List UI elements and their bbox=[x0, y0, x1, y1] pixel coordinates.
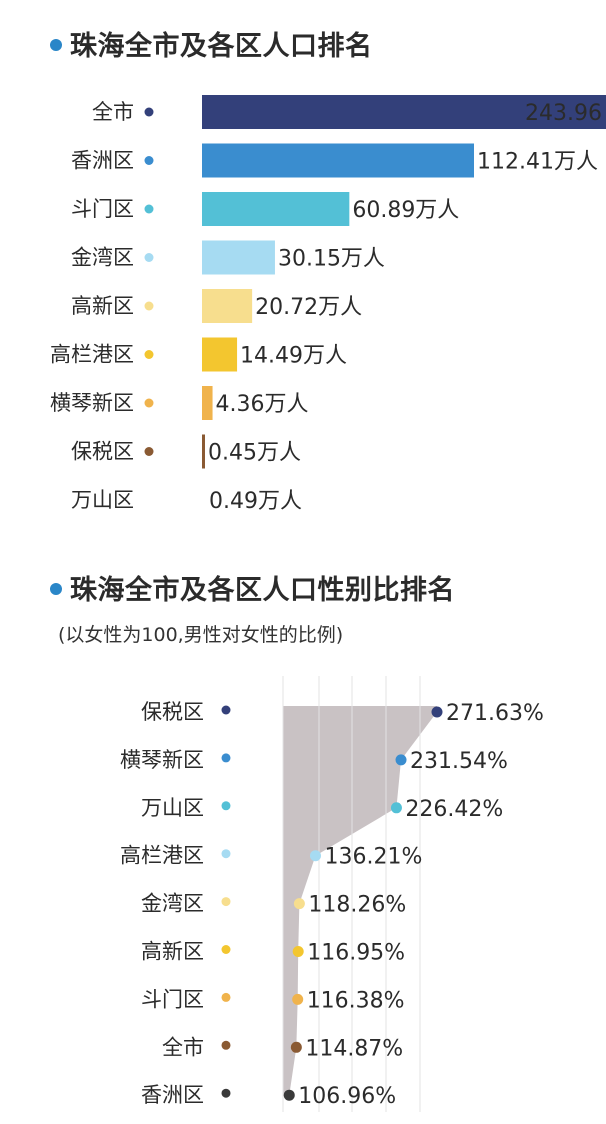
category-label: 万山区 bbox=[71, 488, 134, 512]
data-label: 4.36万人 bbox=[216, 392, 309, 417]
legend-dot-icon bbox=[144, 447, 154, 456]
data-label: 136.21% bbox=[324, 845, 422, 870]
data-point bbox=[283, 1089, 295, 1101]
data-label: 0.49万人 bbox=[209, 489, 302, 514]
bar-row: 高栏港区 14.49万人 bbox=[50, 337, 347, 372]
bar-row: 香洲区 112.41万人 bbox=[71, 143, 598, 178]
category-label: 斗门区 bbox=[141, 987, 204, 1011]
category-label: 香洲区 bbox=[71, 149, 134, 173]
chart2-subtitle: (以女性为100,男性对女性的比例) bbox=[58, 624, 344, 646]
legend-dot-icon bbox=[144, 495, 154, 505]
data-point bbox=[431, 706, 443, 718]
ratio-row: 保税区 271.63% bbox=[141, 700, 544, 726]
data-label: 118.26% bbox=[308, 893, 406, 918]
legend-dot-icon bbox=[221, 801, 231, 811]
ratio-row: 横琴新区 231.54% bbox=[120, 748, 508, 774]
bar bbox=[202, 289, 253, 323]
data-point bbox=[395, 754, 407, 766]
legend-dot-icon bbox=[221, 897, 231, 907]
data-point bbox=[290, 1041, 302, 1053]
bar bbox=[202, 95, 606, 129]
category-label: 保税区 bbox=[141, 700, 204, 724]
legend-dot-icon bbox=[144, 350, 154, 359]
data-label: 14.49万人 bbox=[240, 344, 347, 369]
legend-dot-icon bbox=[144, 156, 154, 165]
legend-dot-icon bbox=[221, 849, 231, 859]
bar bbox=[202, 386, 213, 420]
bar-row: 全市 243.96 bbox=[92, 95, 606, 129]
category-label: 全市 bbox=[92, 100, 134, 124]
data-point bbox=[292, 946, 304, 957]
legend-dot-icon bbox=[144, 398, 154, 408]
data-label: 30.15万人 bbox=[278, 247, 385, 272]
data-label: 243.96 bbox=[525, 101, 602, 126]
category-label: 高栏港区 bbox=[120, 844, 204, 868]
bar bbox=[202, 240, 275, 275]
bar bbox=[202, 337, 238, 372]
data-point bbox=[293, 898, 305, 910]
data-label: 226.42% bbox=[405, 797, 503, 822]
category-label: 全市 bbox=[162, 1035, 204, 1059]
category-label: 横琴新区 bbox=[120, 748, 204, 772]
bar-row: 保税区 0.45万人 bbox=[71, 434, 301, 469]
category-label: 金湾区 bbox=[71, 246, 134, 270]
legend-dot-icon bbox=[221, 992, 231, 1002]
chart1-title: 珠海全市及各区人口排名 bbox=[50, 24, 373, 63]
category-label: 香洲区 bbox=[141, 1083, 204, 1107]
ratio-row: 香洲区 106.96% bbox=[141, 1083, 396, 1109]
data-point bbox=[292, 993, 304, 1005]
category-label: 高新区 bbox=[71, 294, 134, 318]
data-label: 106.96% bbox=[298, 1084, 396, 1109]
data-label: 112.41万人 bbox=[477, 150, 598, 175]
bar-row: 金湾区 30.15万人 bbox=[71, 240, 385, 275]
legend-dot-icon bbox=[221, 753, 231, 763]
bar-row: 斗门区 60.89万人 bbox=[71, 192, 459, 226]
ratio-area bbox=[283, 706, 437, 1096]
data-label: 271.63% bbox=[446, 701, 544, 726]
legend-dot-icon bbox=[144, 204, 154, 214]
ratio-row: 万山区 226.42% bbox=[141, 796, 503, 822]
data-label: 116.38% bbox=[307, 988, 405, 1013]
category-label: 斗门区 bbox=[71, 197, 134, 221]
data-label: 231.54% bbox=[410, 749, 508, 774]
title-bullet-icon bbox=[50, 582, 62, 595]
ratio-row: 金湾区 118.26% bbox=[141, 892, 406, 918]
data-point bbox=[309, 850, 321, 862]
legend-dot-icon bbox=[144, 301, 154, 311]
data-label: 20.72万人 bbox=[255, 295, 362, 320]
ratio-row: 高栏港区 136.21% bbox=[120, 844, 422, 870]
data-label: 114.87% bbox=[305, 1036, 403, 1061]
category-label: 高新区 bbox=[141, 940, 204, 964]
legend-dot-icon bbox=[144, 107, 154, 117]
ratio-row: 高新区 116.95% bbox=[141, 940, 405, 966]
category-label: 横琴新区 bbox=[50, 391, 134, 415]
bar-row: 万山区 0.49万人 bbox=[71, 488, 302, 514]
data-point bbox=[390, 802, 402, 814]
bar bbox=[202, 143, 474, 178]
legend-dot-icon bbox=[221, 705, 231, 715]
legend-dot-icon bbox=[221, 1040, 231, 1050]
data-label: 60.89万人 bbox=[352, 198, 459, 223]
ratio-row: 斗门区 116.38% bbox=[141, 987, 405, 1013]
legend-dot-icon bbox=[221, 1088, 231, 1098]
bar-row: 横琴新区 4.36万人 bbox=[50, 386, 309, 420]
data-label: 116.95% bbox=[307, 941, 405, 966]
category-label: 高栏港区 bbox=[50, 343, 134, 367]
bar-row: 高新区 20.72万人 bbox=[71, 289, 362, 323]
bar bbox=[202, 434, 205, 469]
chart2-title: 珠海全市及各区人口性别比排名 bbox=[50, 568, 455, 607]
category-label: 金湾区 bbox=[141, 892, 204, 916]
bar bbox=[202, 192, 350, 226]
title-bullet-icon bbox=[50, 38, 62, 51]
category-label: 保税区 bbox=[71, 440, 134, 464]
ratio-row: 全市 114.87% bbox=[162, 1035, 403, 1061]
category-label: 万山区 bbox=[141, 796, 204, 820]
legend-dot-icon bbox=[144, 253, 154, 262]
legend-dot-icon bbox=[221, 945, 231, 954]
data-label: 0.45万人 bbox=[208, 441, 301, 466]
